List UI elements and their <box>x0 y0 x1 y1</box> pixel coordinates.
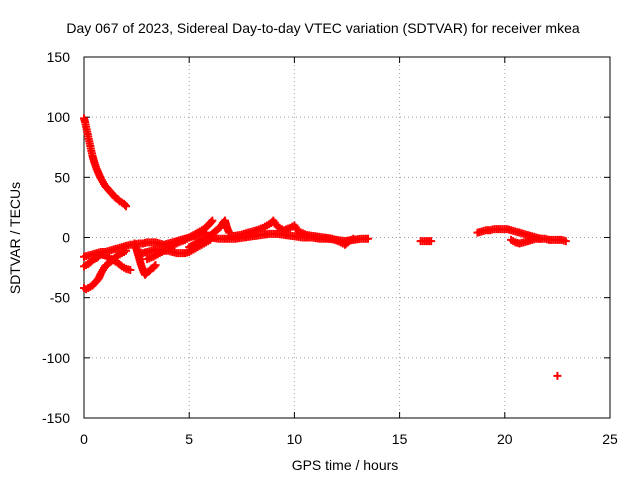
x-tick-label: 25 <box>602 431 618 447</box>
data-point <box>126 265 135 274</box>
y-tick-label: -50 <box>50 290 70 306</box>
data-point <box>561 237 570 246</box>
series-outlier <box>553 371 562 380</box>
y-axis-label: SDTVAR / TECUs <box>7 182 23 294</box>
x-tick-label: 5 <box>185 431 193 447</box>
data-point <box>536 234 545 243</box>
y-tick-label: -100 <box>42 350 70 366</box>
x-axis-label: GPS time / hours <box>292 457 399 473</box>
data-point <box>122 202 131 211</box>
x-tick-label: 10 <box>287 431 303 447</box>
y-tick-label: -150 <box>42 410 70 426</box>
data-point <box>151 261 160 270</box>
x-tick-label: 0 <box>80 431 88 447</box>
series-early-descend <box>80 250 135 274</box>
data-point <box>349 234 358 243</box>
y-tick-label: 150 <box>47 49 71 65</box>
data-point <box>207 217 216 226</box>
y-tick-label: 50 <box>54 169 70 185</box>
y-tick-label: 100 <box>47 109 71 125</box>
x-tick-label: 20 <box>497 431 513 447</box>
x-tick-labels: 0 5 10 15 20 25 <box>80 431 618 447</box>
y-tick-label: 0 <box>62 230 70 246</box>
data-point <box>121 201 130 210</box>
data-point <box>427 237 436 246</box>
series-dip-a <box>130 239 160 279</box>
data-point <box>364 234 373 243</box>
series-rising-1 <box>143 216 217 264</box>
x-tick-label: 15 <box>392 431 408 447</box>
data-point <box>150 262 159 271</box>
series-main-upper <box>227 216 358 249</box>
series-decay-start <box>80 114 131 211</box>
series-gap-16 <box>416 237 436 246</box>
series-late-low <box>507 234 545 248</box>
data-points <box>80 114 570 380</box>
y-tick-labels: -150 -100 -50 0 50 100 150 <box>42 49 70 426</box>
chart-title: Day 067 of 2023, Sidereal Day-to-day VTE… <box>66 20 579 36</box>
data-point <box>208 216 217 225</box>
axis-ticks <box>83 56 611 419</box>
data-point <box>553 371 562 380</box>
